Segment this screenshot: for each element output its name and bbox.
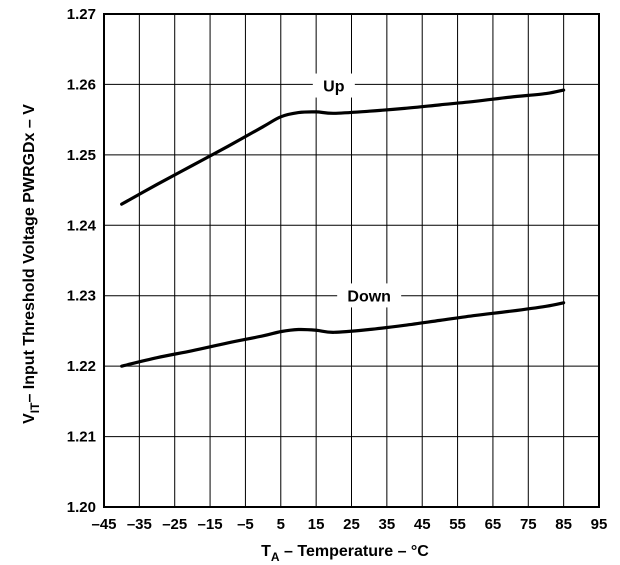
y-tick-label: 1.22 (67, 358, 96, 375)
x-tick-label: 15 (308, 516, 325, 533)
y-tick-label: 1.24 (67, 217, 97, 234)
x-tick-label: 55 (449, 516, 466, 533)
series-group (120, 88, 566, 368)
x-tick-label: –25 (162, 516, 187, 533)
plot-frame (103, 13, 600, 508)
series-label-up: Up (323, 79, 345, 96)
series-line-up (120, 88, 566, 206)
y-tick-label: 1.25 (67, 147, 96, 164)
x-tick-label: 95 (591, 516, 608, 533)
series-label-bg (337, 283, 402, 308)
y-axis-title-rest: – Input Threshold Voltage PWRGDx – V (21, 104, 38, 403)
x-tick-label: 5 (277, 516, 285, 533)
y-axis-title-sub: IT (28, 402, 42, 413)
y-tick-label: 1.27 (67, 6, 96, 23)
y-tick-label: 1.20 (67, 499, 96, 516)
y-axis-title-main: V (21, 413, 38, 424)
y-tick-label: 1.23 (67, 288, 96, 305)
y-tick-labels: 1.20 1.21 1.22 1.23 1.24 1.25 1.26 1.27 (67, 6, 97, 516)
x-axis-title-main: T (261, 543, 271, 560)
x-tick-label: –45 (91, 516, 116, 533)
x-tick-label: –5 (237, 516, 254, 533)
y-axis-title: VIT– Input Threshold Voltage PWRGDx – V (21, 104, 42, 424)
series-label-bg (312, 73, 355, 98)
y-tick-label: 1.21 (67, 429, 96, 446)
series-label-down: Down (347, 288, 391, 305)
series-line-down (120, 301, 566, 368)
x-tick-label: –15 (198, 516, 223, 533)
x-tick-label: –35 (127, 516, 152, 533)
y-tick-label: 1.26 (67, 76, 96, 93)
x-axis-title-rest: – Temperature – °C (280, 543, 430, 560)
series-labels: Up Down (312, 73, 402, 308)
x-tick-label: 45 (414, 516, 431, 533)
x-axis-title-sub: A (271, 550, 280, 564)
x-tick-label: 25 (343, 516, 360, 533)
x-tick-label: 85 (555, 516, 572, 533)
x-tick-label: 65 (485, 516, 502, 533)
x-tick-label: 35 (379, 516, 396, 533)
x-tick-label: 75 (520, 516, 537, 533)
x-axis-title: TA – Temperature – °C (261, 543, 429, 564)
x-tick-labels: –45 –35 –25 –15 –5 5 15 25 35 45 55 65 75 85 95 (91, 516, 607, 533)
